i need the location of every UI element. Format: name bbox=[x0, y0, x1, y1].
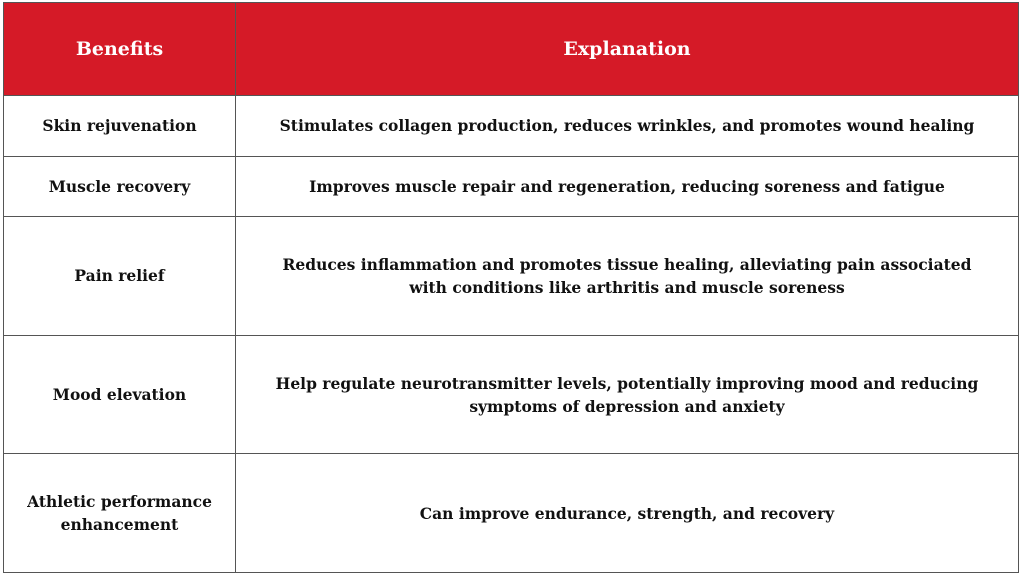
header-cell: Explanation bbox=[235, 2, 1019, 96]
benefit-cell: Mood elevation bbox=[3, 334, 236, 455]
table-row: Athletic performance enhancement Can impr… bbox=[3, 453, 1019, 573]
table-row: Pain relief Reduces inflammation and prom… bbox=[3, 216, 1019, 336]
table-row: Muscle recovery Improves muscle repair an… bbox=[3, 155, 1019, 218]
table-row: Mood elevation Help regulate neurotransmi… bbox=[3, 334, 1019, 455]
benefit-cell: Pain relief bbox=[3, 216, 236, 336]
explanation-cell: Stimulates collagen production, reduces … bbox=[235, 95, 1019, 157]
explanation-cell: Reduces inflammation and promotes tissue… bbox=[235, 216, 1019, 336]
header-cell: Benefits bbox=[3, 2, 236, 96]
benefit-cell: Skin rejuvenation bbox=[3, 95, 236, 157]
table-body: Skin rejuvenation Stimulates collagen pro… bbox=[3, 95, 1019, 573]
benefits-table: Benefits Explanation Skin rejuvenation St… bbox=[3, 2, 1019, 573]
table-row: Skin rejuvenation Stimulates collagen pro… bbox=[3, 95, 1019, 157]
explanation-cell: Can improve endurance, strength, and rec… bbox=[235, 453, 1019, 573]
benefit-cell: Muscle recovery bbox=[3, 155, 236, 218]
benefit-cell: Athletic performance enhancement bbox=[3, 453, 236, 573]
explanation-cell: Improves muscle repair and regeneration,… bbox=[235, 155, 1019, 218]
explanation-cell: Help regulate neurotransmitter levels, p… bbox=[235, 334, 1019, 455]
header-row: Benefits Explanation bbox=[3, 2, 1019, 96]
